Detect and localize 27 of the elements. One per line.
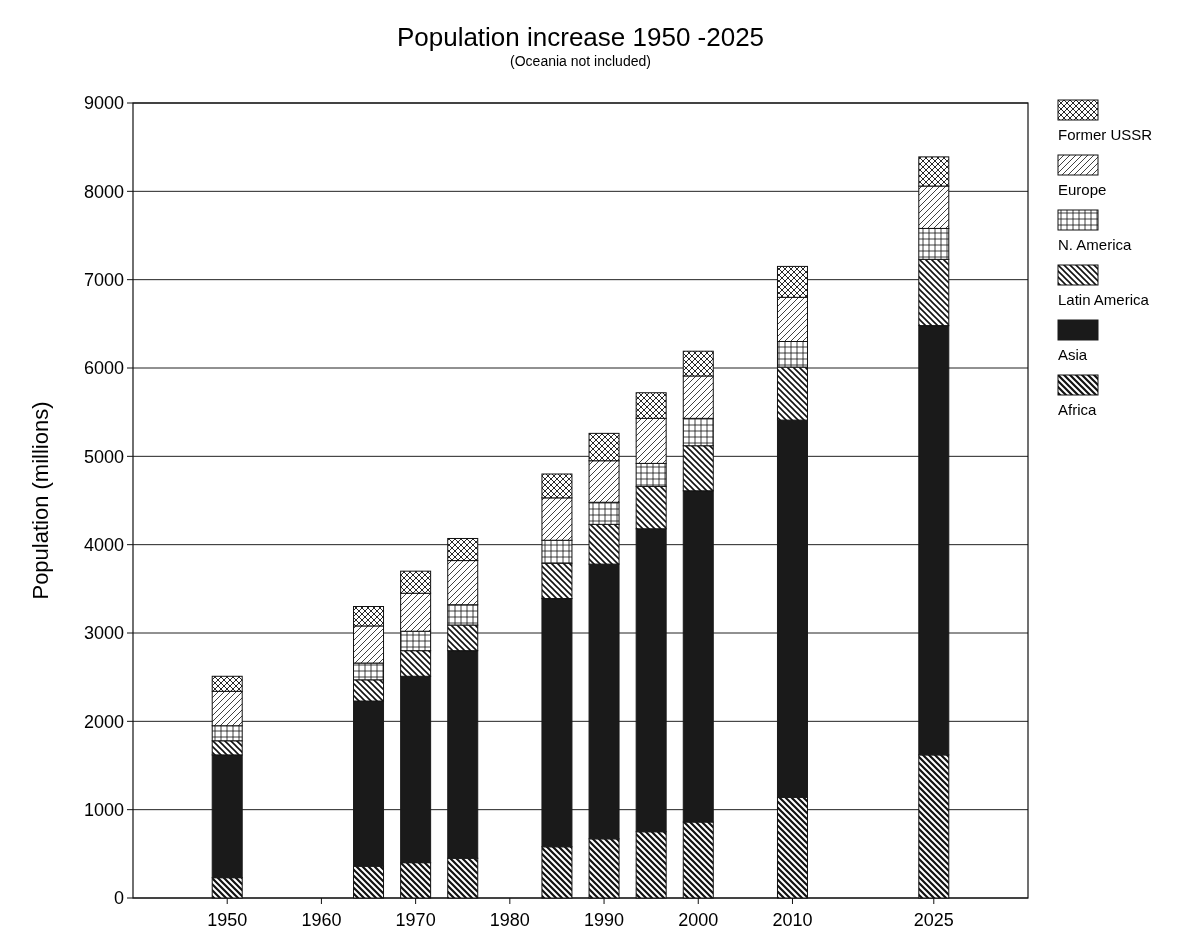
x-tick-label: 1950 [207, 910, 248, 930]
legend-label: Europe [1058, 181, 1107, 198]
x-tick-label: 1980 [489, 910, 530, 930]
y-tick-label: 1000 [83, 799, 124, 820]
y-tick-label: 4000 [83, 534, 124, 555]
y-tick-label: 5000 [83, 446, 124, 467]
y-tick-label: 8000 [83, 181, 124, 202]
legend-label: N. America [1058, 236, 1133, 253]
x-tick-label: 1970 [395, 910, 436, 930]
chart-title: Population increase 1950 -2025 [396, 22, 765, 52]
x-tick-label: 2000 [678, 910, 719, 930]
legend-label: Africa [1058, 401, 1097, 418]
legend-label: Former USSR [1058, 126, 1153, 143]
y-tick-label: 9000 [83, 93, 124, 114]
chart-subtitle: (Oceania not included) [510, 53, 651, 69]
x-tick-label: 2025 [913, 910, 954, 930]
legend-label: Asia [1058, 346, 1088, 363]
legend-label: Latin America [1058, 291, 1150, 308]
y-axis-title: Population (millions) [28, 401, 53, 600]
y-tick-label: 6000 [83, 358, 124, 379]
y-tick-label: 0 [113, 888, 124, 909]
y-tick-label: 7000 [83, 269, 124, 290]
y-tick-label: 2000 [83, 711, 124, 732]
x-tick-label: 2010 [772, 910, 813, 930]
y-tick-label: 3000 [83, 623, 124, 644]
x-tick-label: 1960 [301, 910, 342, 930]
x-tick-label: 1990 [584, 910, 625, 930]
